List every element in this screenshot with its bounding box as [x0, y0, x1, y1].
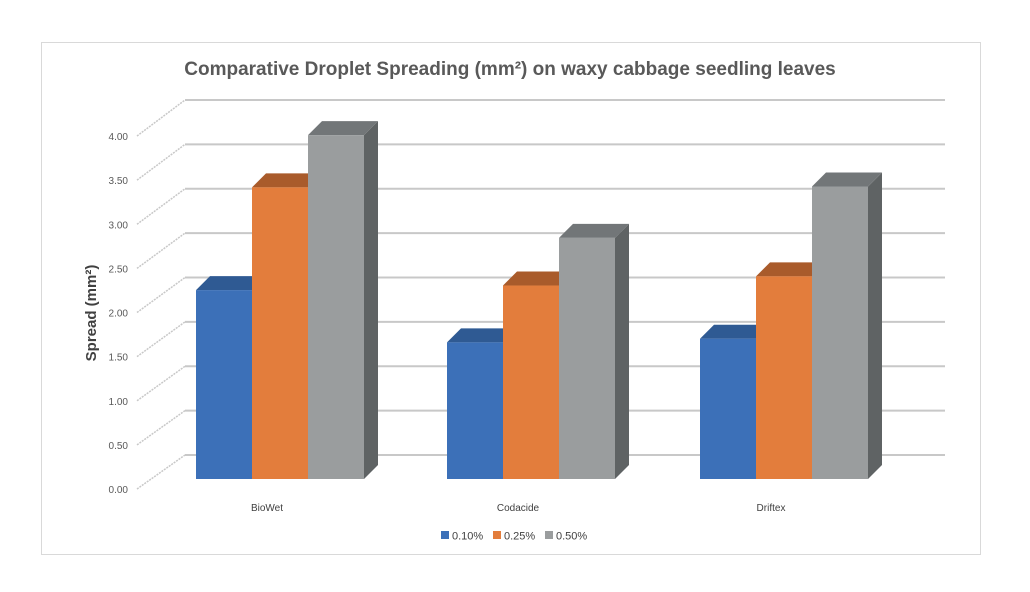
axis-depth-line: [136, 454, 186, 490]
bar-driftex-0.25%: [756, 276, 812, 479]
bar-biowet-0.10%: [196, 290, 252, 479]
y-tick-label: 1.50: [109, 353, 129, 364]
y-tick-label: 3.50: [109, 176, 129, 187]
bar-driftex-0.10%: [700, 338, 756, 479]
bar-top: [252, 173, 322, 188]
bar-side: [868, 172, 882, 480]
bar-side: [364, 121, 378, 479]
bar-codacide-0.25%: [503, 285, 559, 479]
axis-depth-line: [136, 410, 186, 446]
axis-depth-line: [136, 365, 186, 402]
bar-top: [559, 223, 629, 238]
bar-top: [196, 276, 266, 291]
axis-depth-line: [136, 232, 186, 269]
chart-title: Comparative Droplet Spreading (mm²) on w…: [184, 59, 835, 80]
y-tick-label: 1.00: [109, 397, 129, 408]
y-tick-label: 3.00: [109, 220, 129, 231]
bar-top: [812, 172, 882, 187]
bar-top: [308, 121, 378, 136]
bar-biowet-0.25%: [252, 187, 308, 480]
y-tick-label: 2.00: [109, 309, 129, 320]
legend-label: 0.50%: [556, 531, 587, 543]
axis-depth-line: [136, 99, 186, 137]
y-tick-label: 2.50: [109, 264, 129, 275]
bar-top: [447, 328, 517, 343]
legend-label: 0.25%: [504, 531, 535, 543]
legend-label: 0.10%: [452, 531, 483, 543]
bar-driftex-0.50%: [812, 186, 868, 480]
y-tick-label: 0.00: [109, 485, 129, 496]
axis-depth-line: [136, 276, 186, 314]
axis-depth-line: [136, 321, 186, 358]
axis-depth-line: [136, 188, 186, 225]
bar-side: [615, 223, 629, 479]
x-tick-label: BioWet: [251, 503, 283, 514]
chart-area: [41, 42, 981, 555]
y-tick-label: 4.00: [109, 132, 129, 143]
bar-codacide-0.10%: [447, 342, 503, 479]
bar-top: [700, 324, 770, 339]
legend-swatch: [493, 531, 501, 539]
x-tick-label: Codacide: [497, 503, 540, 514]
axis-depth-line: [136, 143, 186, 181]
legend-swatch: [441, 531, 449, 539]
bar-biowet-0.50%: [308, 135, 364, 479]
y-tick-label: 0.50: [109, 441, 129, 452]
legend-swatch: [545, 531, 553, 539]
bar-codacide-0.50%: [559, 237, 615, 479]
x-tick-label: Driftex: [757, 503, 786, 514]
y-axis-label: Spread (mm²): [83, 265, 100, 362]
bar-top: [503, 271, 573, 286]
bar-top: [756, 262, 826, 277]
